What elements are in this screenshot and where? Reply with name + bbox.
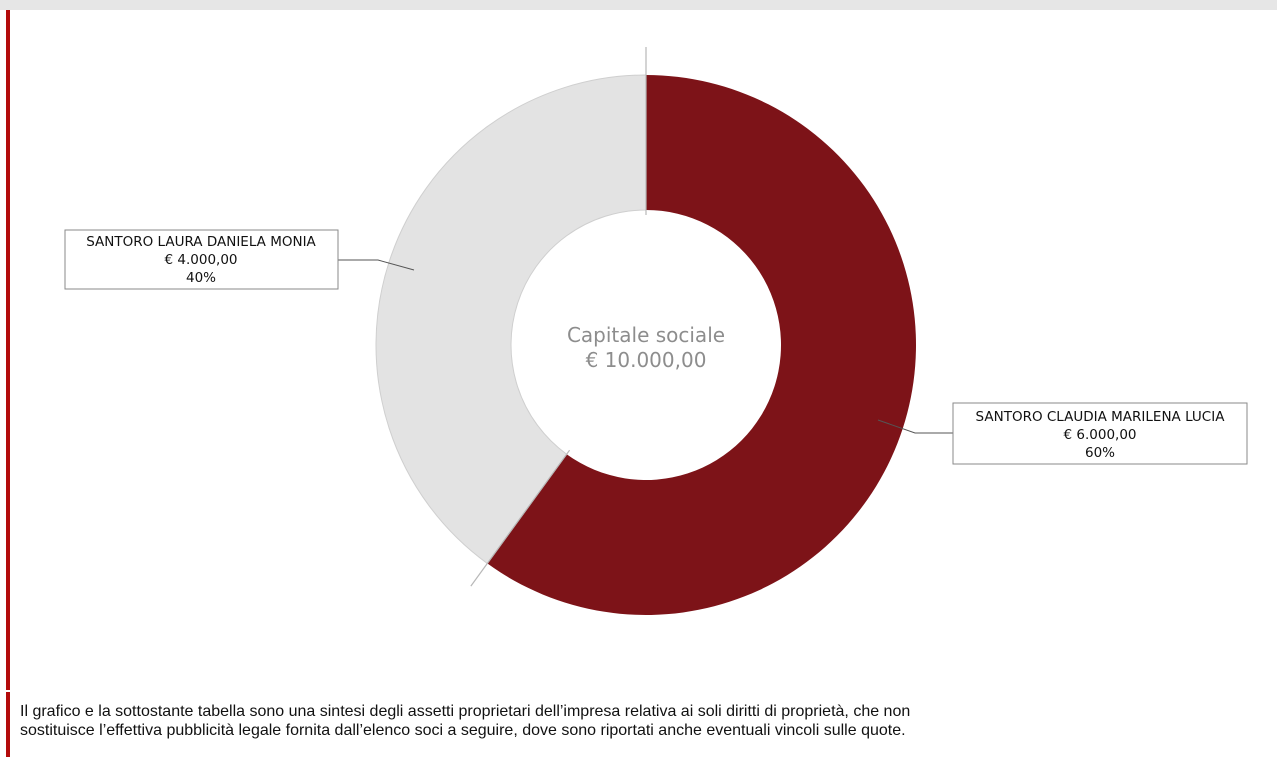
callout-left-box	[64, 229, 339, 290]
top-bar	[0, 0, 1277, 10]
disclaimer-line-1: Il grafico e la sottostante tabella sono…	[20, 703, 911, 720]
callout-left-amount: € 4.000,00	[165, 252, 238, 268]
callout-right-name: SANTORO CLAUDIA MARILENA LUCIA	[976, 409, 1226, 425]
slice-primary	[487, 75, 917, 615]
callout-right-box	[952, 402, 1248, 465]
leader-lines-layer	[338, 47, 953, 587]
callout-right-amount: € 6.000,00	[1064, 427, 1137, 443]
callout-left-name: SANTORO LAURA DANIELA MONIA	[86, 234, 316, 250]
disclaimer-note: Il grafico e la sottostante tabella sono…	[20, 702, 1255, 740]
accent-rule-top	[6, 10, 10, 690]
callout-left: SANTORO LAURA DANIELA MONIA € 4.000,00 4…	[64, 229, 339, 290]
callout-right: SANTORO CLAUDIA MARILENA LUCIA € 6.000,0…	[952, 402, 1248, 465]
leader-line-right	[877, 419, 953, 434]
leader-line-left	[338, 259, 415, 271]
ownership-chart-area: Capitale sociale € 10.000,00 SANTORO LAU…	[0, 10, 1277, 690]
slices-layer	[375, 74, 917, 615]
center-value: € 10.000,00	[586, 348, 707, 372]
boundary-line-split	[470, 449, 571, 587]
ownership-donut-chart: Capitale sociale € 10.000,00 SANTORO LAU…	[18, 10, 1250, 682]
accent-rule-bottom	[6, 692, 10, 757]
disclaimer-line-2: sostituisce l’effettiva pubblicità legal…	[20, 722, 906, 739]
callout-right-percent: 60%	[1085, 445, 1115, 461]
center-title: Capitale sociale	[567, 323, 725, 347]
callout-left-percent: 40%	[186, 270, 216, 286]
slice-secondary	[375, 74, 647, 565]
